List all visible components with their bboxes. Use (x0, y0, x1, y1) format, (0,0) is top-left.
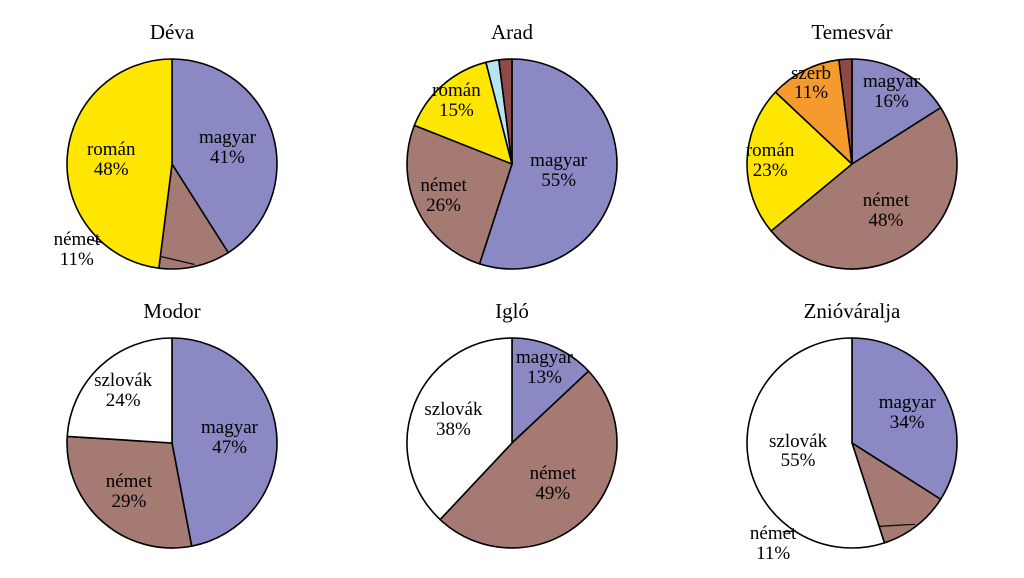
pie-wrap: magyar47%német29%szlovák24% (57, 328, 287, 558)
chart-title: Modor (143, 299, 200, 324)
pie-slice (172, 338, 277, 546)
pie-chart (737, 49, 967, 279)
chart-title: Arad (491, 20, 533, 45)
pie-chart (57, 328, 287, 558)
pie-slice (67, 436, 192, 548)
chart-cell: Déva magyar41%német11%román48% (22, 20, 322, 279)
chart-title: Déva (150, 20, 194, 45)
pie-wrap: magyar55%német26%román15% (397, 49, 627, 279)
pie-chart (57, 49, 287, 279)
chart-cell: Arad magyar55%német26%román15% (362, 20, 662, 279)
chart-cell: Temesvár magyar16%német48%román23%szerb11… (702, 20, 1002, 279)
pie-chart (737, 328, 967, 558)
chart-title: Znióváralja (804, 299, 901, 324)
pie-wrap: magyar34%német11%szlovák55% (737, 328, 967, 558)
chart-title: Temesvár (811, 20, 892, 45)
pie-chart (397, 328, 627, 558)
chart-cell: Modor magyar47%német29%szlovák24% (22, 299, 322, 558)
chart-cell: Igló magyar13%német49%szlovák38% (362, 299, 662, 558)
pie-slice (67, 338, 172, 443)
pie-wrap: magyar16%német48%román23%szerb11% (737, 49, 967, 279)
pie-chart-grid: Déva magyar41%német11%román48% Arad magyar5… (22, 20, 1002, 558)
pie-slice (67, 59, 172, 268)
chart-cell: Znióváralja magyar34%német11%szlovák55% (702, 299, 1002, 558)
pie-wrap: magyar41%német11%román48% (57, 49, 287, 279)
pie-chart (397, 49, 627, 279)
pie-wrap: magyar13%német49%szlovák38% (397, 328, 627, 558)
chart-title: Igló (495, 299, 529, 324)
